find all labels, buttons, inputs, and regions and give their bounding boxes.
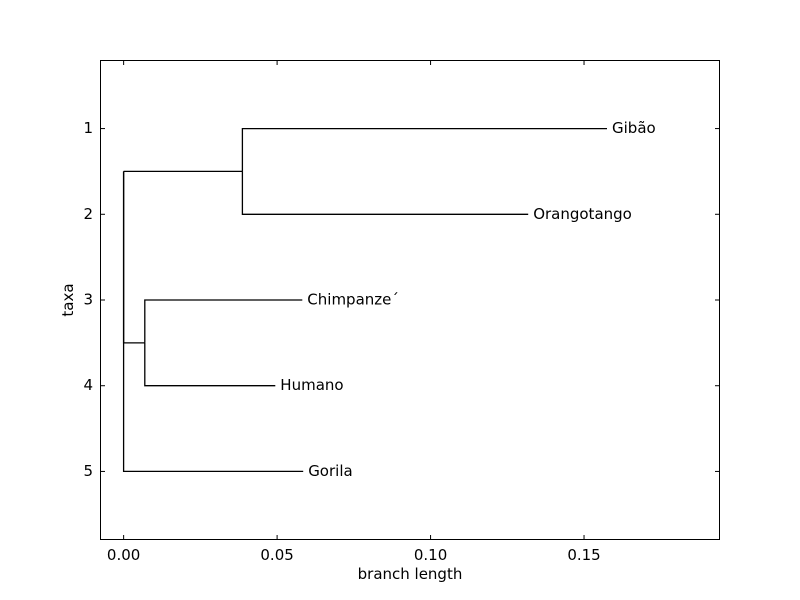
branch-2 (144, 299, 303, 343)
branch-1 (241, 171, 529, 215)
branch-3 (144, 342, 276, 387)
x-tick-label: 0.00 (107, 546, 140, 564)
branch-6 (122, 171, 304, 473)
x-tick-label: 0.05 (260, 546, 293, 564)
y-tick-label: 5 (83, 462, 93, 480)
taxon-label: Gibão (612, 119, 656, 137)
y-tick-label: 1 (83, 119, 93, 137)
x-axis-ticks: 0.00 0.05 0.10 0.15 (107, 60, 601, 564)
y-tick-label: 3 (83, 291, 93, 309)
y-axis-label: taxa (59, 283, 77, 316)
taxon-labels: Gibão Orangotango Chimpanze´ Humano Gorila (280, 119, 655, 480)
x-tick-label: 0.15 (567, 546, 600, 564)
y-tick-label: 2 (83, 205, 93, 223)
taxon-label: Orangotango (533, 205, 632, 223)
branch-0 (241, 127, 607, 172)
taxon-label: Chimpanze´ (307, 291, 399, 309)
y-tick-label: 4 (83, 376, 93, 394)
branch-group (122, 127, 607, 473)
taxon-label: Gorila (308, 462, 353, 480)
y-axis-ticks: 1 2 3 4 5 (83, 119, 720, 480)
x-axis-label: branch length (358, 565, 463, 583)
x-tick-label: 0.10 (414, 546, 447, 564)
branch-5 (122, 171, 145, 344)
taxon-label: Humano (280, 376, 343, 394)
